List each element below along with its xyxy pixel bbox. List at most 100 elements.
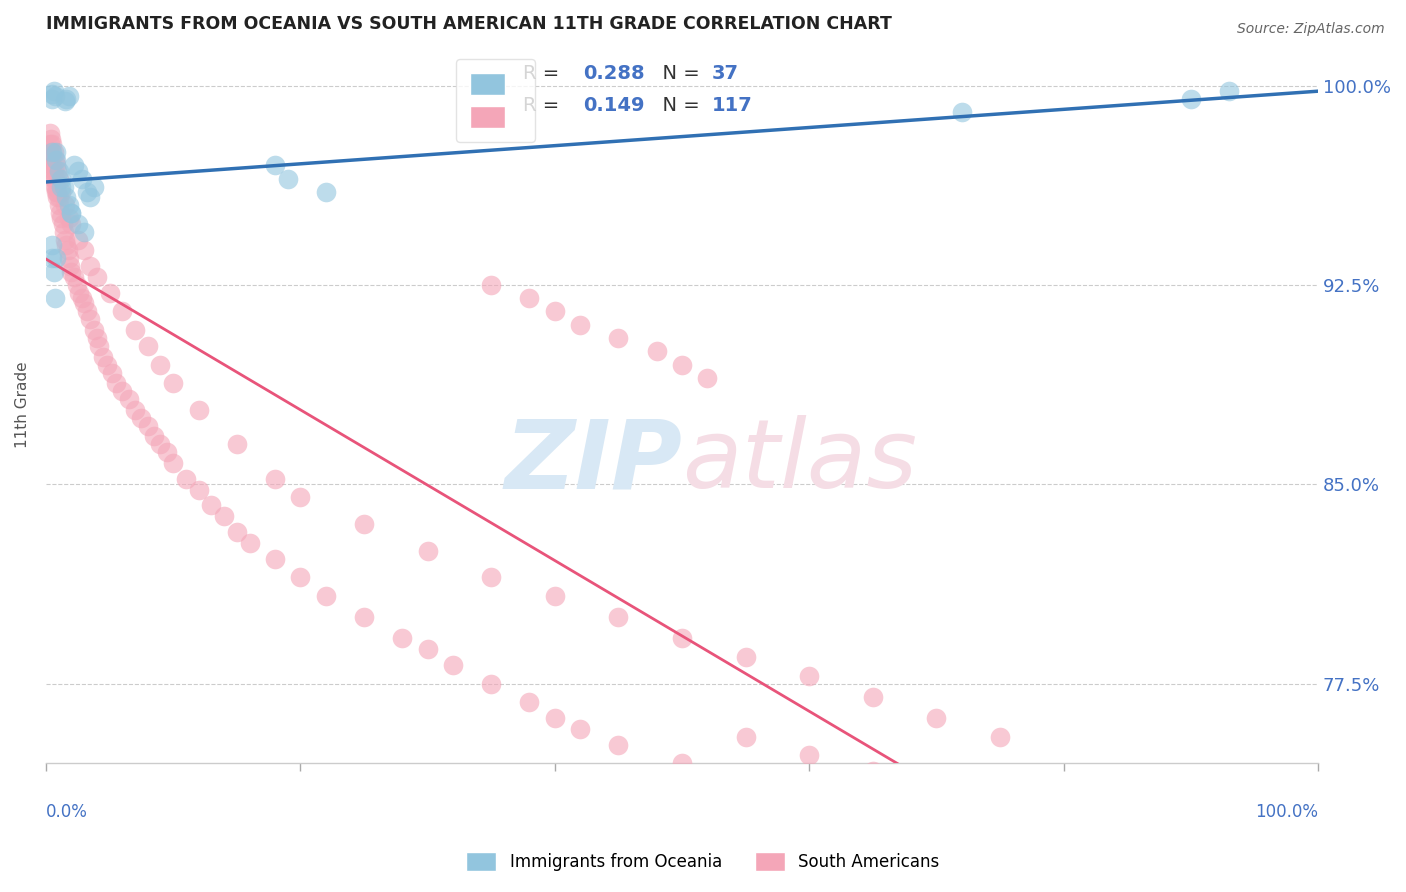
Point	[143, 429, 166, 443]
Text: R =: R =	[523, 96, 565, 115]
Point	[187, 402, 209, 417]
Point	[44, 153, 66, 167]
Text: atlas: atlas	[682, 416, 917, 508]
Point	[55, 92, 77, 106]
Text: R =: R =	[523, 64, 565, 83]
Point	[45, 185, 67, 199]
Point	[136, 339, 159, 353]
Point	[60, 206, 83, 220]
Point	[52, 225, 75, 239]
Point	[734, 730, 756, 744]
Point	[479, 277, 502, 292]
Point	[264, 551, 287, 566]
Point	[149, 358, 172, 372]
Point	[41, 87, 63, 101]
Point	[38, 153, 60, 167]
Point	[46, 163, 69, 178]
Point	[49, 206, 72, 220]
Point	[42, 145, 65, 159]
Point	[41, 163, 63, 178]
Point	[53, 233, 76, 247]
Point	[45, 252, 67, 266]
Point	[569, 722, 592, 736]
Point	[58, 89, 80, 103]
Point	[51, 217, 73, 231]
Point	[544, 589, 567, 603]
Point	[42, 171, 65, 186]
Point	[544, 304, 567, 318]
Point	[83, 323, 105, 337]
Point	[238, 535, 260, 549]
Point	[353, 610, 375, 624]
Point	[45, 153, 67, 167]
Point	[89, 339, 111, 353]
Point	[73, 225, 96, 239]
Point	[73, 244, 96, 258]
Point	[353, 517, 375, 532]
Point	[124, 402, 146, 417]
Point	[799, 748, 821, 763]
Text: 0.288: 0.288	[583, 64, 644, 83]
Point	[416, 642, 439, 657]
Point	[671, 756, 693, 771]
Point	[950, 105, 973, 120]
Text: IMMIGRANTS FROM OCEANIA VS SOUTH AMERICAN 11TH GRADE CORRELATION CHART: IMMIGRANTS FROM OCEANIA VS SOUTH AMERICA…	[46, 15, 891, 33]
Point	[519, 695, 541, 709]
Point	[66, 163, 89, 178]
Point	[51, 211, 73, 226]
Point	[52, 179, 75, 194]
Point	[187, 483, 209, 497]
Point	[51, 171, 73, 186]
Point	[696, 371, 718, 385]
Text: 100.0%: 100.0%	[1256, 803, 1319, 821]
Point	[39, 131, 62, 145]
Point	[118, 392, 141, 406]
Point	[46, 185, 69, 199]
Point	[38, 127, 60, 141]
Point	[45, 158, 67, 172]
Point	[42, 264, 65, 278]
Point	[59, 259, 82, 273]
Point	[42, 84, 65, 98]
Text: N =: N =	[650, 64, 706, 83]
Point	[48, 163, 70, 178]
Point	[607, 738, 630, 752]
Point	[290, 570, 312, 584]
Point	[56, 244, 79, 258]
Point	[45, 145, 67, 159]
Point	[98, 285, 121, 300]
Point	[479, 570, 502, 584]
Point	[212, 509, 235, 524]
Point	[136, 418, 159, 433]
Point	[315, 589, 337, 603]
Text: 0.149: 0.149	[583, 96, 644, 115]
Point	[519, 291, 541, 305]
Point	[862, 764, 884, 779]
Point	[416, 543, 439, 558]
Point	[124, 323, 146, 337]
Point	[46, 190, 69, 204]
Point	[73, 296, 96, 310]
Point	[44, 179, 66, 194]
Point	[66, 217, 89, 231]
Point	[671, 358, 693, 372]
Point	[96, 358, 118, 372]
Point	[79, 259, 101, 273]
Point	[48, 171, 70, 186]
Point	[79, 312, 101, 326]
Point	[91, 350, 114, 364]
Point	[101, 366, 124, 380]
Point	[48, 190, 70, 204]
Text: 0.0%: 0.0%	[46, 803, 87, 821]
Point	[44, 171, 66, 186]
Point	[41, 158, 63, 172]
Point	[76, 185, 98, 199]
Point	[44, 89, 66, 103]
Point	[131, 410, 153, 425]
Point	[925, 711, 948, 725]
Text: 37: 37	[711, 64, 738, 83]
Point	[60, 206, 83, 220]
Point	[862, 690, 884, 704]
Point	[200, 499, 222, 513]
Point	[264, 472, 287, 486]
